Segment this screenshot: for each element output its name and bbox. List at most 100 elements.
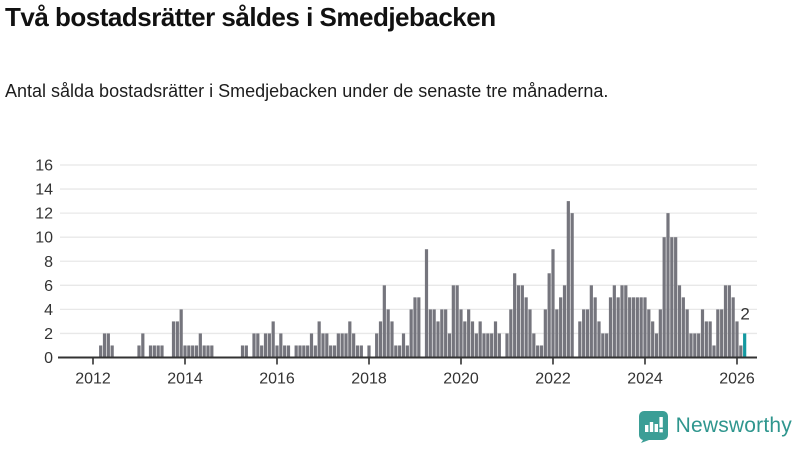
bar [187,345,191,358]
bar [482,333,486,358]
bar [658,309,662,358]
bar [202,345,206,358]
bar [436,321,440,358]
bar [474,333,478,358]
bar [263,333,268,358]
bar [509,309,513,358]
bar-chart-canvas: 2012 2014 2016 2018 2020 2022 2024 2026 0 2 4 6 8 10 1… [35,158,757,388]
newsworthy-speech-bubble-chart-icon [638,410,668,443]
bar [336,333,340,358]
bar [275,345,279,358]
bar [585,309,590,358]
bar [355,345,360,358]
bar [582,309,586,358]
bar [562,285,567,358]
bar [428,309,432,358]
bar [329,345,333,358]
bar [451,285,455,358]
bar [306,345,310,358]
bar [704,321,708,358]
bar [137,345,141,358]
bar [386,309,390,358]
bar [700,309,705,358]
bar [570,213,574,358]
y-tick-label: 2 [44,326,53,343]
bar [723,285,728,358]
logo-exclamation-dot [659,428,663,432]
bar [639,297,643,358]
logo-exclamation-stem [659,416,663,427]
bar [520,285,524,358]
brand-footer: Newsworthy [638,408,792,444]
x-tick-label: 2024 [627,371,663,388]
bar [470,321,475,358]
highlight-bar [743,333,747,358]
bar [559,297,563,358]
bar [194,345,199,358]
bar [240,345,245,358]
bar [298,345,302,358]
bar [102,333,107,358]
bar [309,333,314,358]
bar [378,321,383,358]
bar [99,345,103,358]
bar [447,333,452,358]
bar [148,345,153,358]
bar [670,237,674,358]
bar [279,333,283,358]
x-tick-label: 2016 [259,371,295,388]
bar [677,285,682,358]
bar [179,309,183,358]
bar [720,309,724,358]
bar [183,345,187,358]
bar [608,297,613,358]
bar [424,249,429,358]
bar [459,309,463,358]
bar [486,333,490,358]
bar [210,345,214,358]
bar [681,297,685,358]
bar [666,213,670,358]
bar [432,309,436,358]
bar [697,333,701,358]
bar [325,333,329,358]
y-tick-label: 0 [44,350,53,367]
bar [620,285,624,358]
bar [401,333,406,358]
bar [382,285,386,358]
bar [490,333,494,358]
bar [685,309,689,358]
bar [110,345,114,358]
bar [727,285,731,358]
bar [141,333,145,358]
bar [394,345,398,358]
bar [359,345,363,358]
bar [455,285,459,358]
y-tick-label: 4 [44,302,53,319]
bar [283,345,287,358]
bar [539,345,544,358]
bar [597,321,601,358]
bar [654,333,659,358]
bar [413,297,417,358]
bar [444,309,448,358]
chart-title: Två bostadsrätter såldes i Smedjebacken [5,2,496,32]
bar [493,321,498,358]
bar [693,333,697,358]
bar [578,321,582,358]
bar [689,333,693,358]
bar [152,345,156,358]
bar [271,321,275,358]
bar [497,333,501,358]
bar [409,309,413,358]
bar [516,285,521,358]
bar [348,321,352,358]
bar [643,297,647,358]
bar [555,309,559,358]
y-tick-label: 14 [35,182,53,199]
bar [313,345,317,358]
bar [593,297,597,358]
bar [175,321,179,358]
bar [616,297,620,358]
bar [332,345,337,358]
